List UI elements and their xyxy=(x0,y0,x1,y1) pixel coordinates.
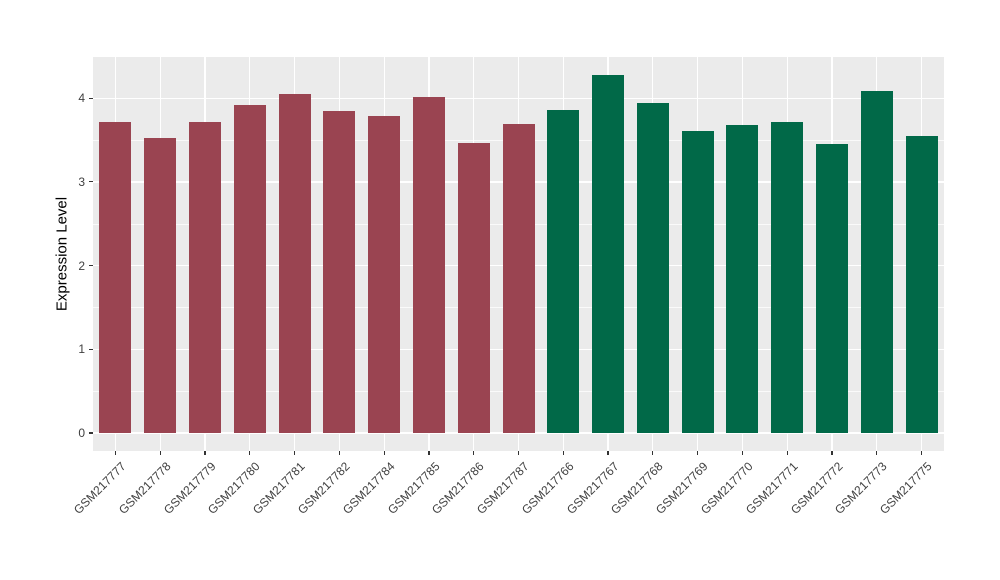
bar-GSM217781 xyxy=(278,94,311,433)
y-tick-mark xyxy=(89,348,93,350)
y-axis-title: Expression Level xyxy=(53,196,71,312)
x-tick-mark xyxy=(473,451,475,455)
bar-GSM217779 xyxy=(188,122,221,433)
x-tick-mark xyxy=(786,451,788,455)
x-tick-mark xyxy=(249,451,251,455)
plot-panel xyxy=(93,57,944,451)
x-tick-mark xyxy=(338,451,340,455)
bar-GSM217775 xyxy=(905,135,938,433)
bar-GSM217771 xyxy=(771,121,804,433)
bar-GSM217786 xyxy=(457,143,490,433)
bar-GSM217780 xyxy=(233,104,266,433)
y-tick-label: 1 xyxy=(78,342,85,357)
bar-GSM217782 xyxy=(323,110,356,433)
x-tick-mark xyxy=(383,451,385,455)
y-tick-label: 2 xyxy=(78,258,85,273)
y-tick-mark xyxy=(89,181,93,183)
y-tick-mark xyxy=(89,97,93,99)
y-tick-mark xyxy=(89,265,93,267)
bar-GSM217787 xyxy=(502,124,535,433)
x-tick-mark xyxy=(159,451,161,455)
x-tick-mark xyxy=(562,451,564,455)
x-tick-mark xyxy=(428,451,430,455)
bar-GSM217770 xyxy=(726,124,759,433)
x-tick-mark xyxy=(876,451,878,455)
x-tick-mark xyxy=(293,451,296,455)
x-tick-mark xyxy=(114,451,116,455)
bar-GSM217778 xyxy=(144,137,177,433)
bar-GSM217785 xyxy=(412,97,445,433)
bar-GSM217784 xyxy=(368,115,401,433)
x-tick-mark xyxy=(607,451,609,455)
x-tick-mark xyxy=(831,451,833,455)
y-tick-label: 4 xyxy=(78,91,85,106)
bar-GSM217767 xyxy=(592,74,625,433)
x-tick-mark xyxy=(741,451,744,455)
x-tick-mark xyxy=(921,451,923,455)
bar-GSM217769 xyxy=(681,130,714,433)
x-tick-mark xyxy=(652,451,654,455)
bar-GSM217773 xyxy=(860,90,893,433)
bar-GSM217768 xyxy=(636,103,669,433)
y-tick-label: 0 xyxy=(78,426,85,440)
bar-GSM217777 xyxy=(99,121,132,433)
bar-GSM217766 xyxy=(547,109,580,433)
bar-GSM217772 xyxy=(816,144,849,433)
x-tick-mark xyxy=(517,451,520,455)
x-tick-mark xyxy=(697,451,699,455)
y-tick-mark xyxy=(89,432,93,434)
y-tick-label: 3 xyxy=(78,174,85,189)
x-tick-mark xyxy=(204,451,206,455)
